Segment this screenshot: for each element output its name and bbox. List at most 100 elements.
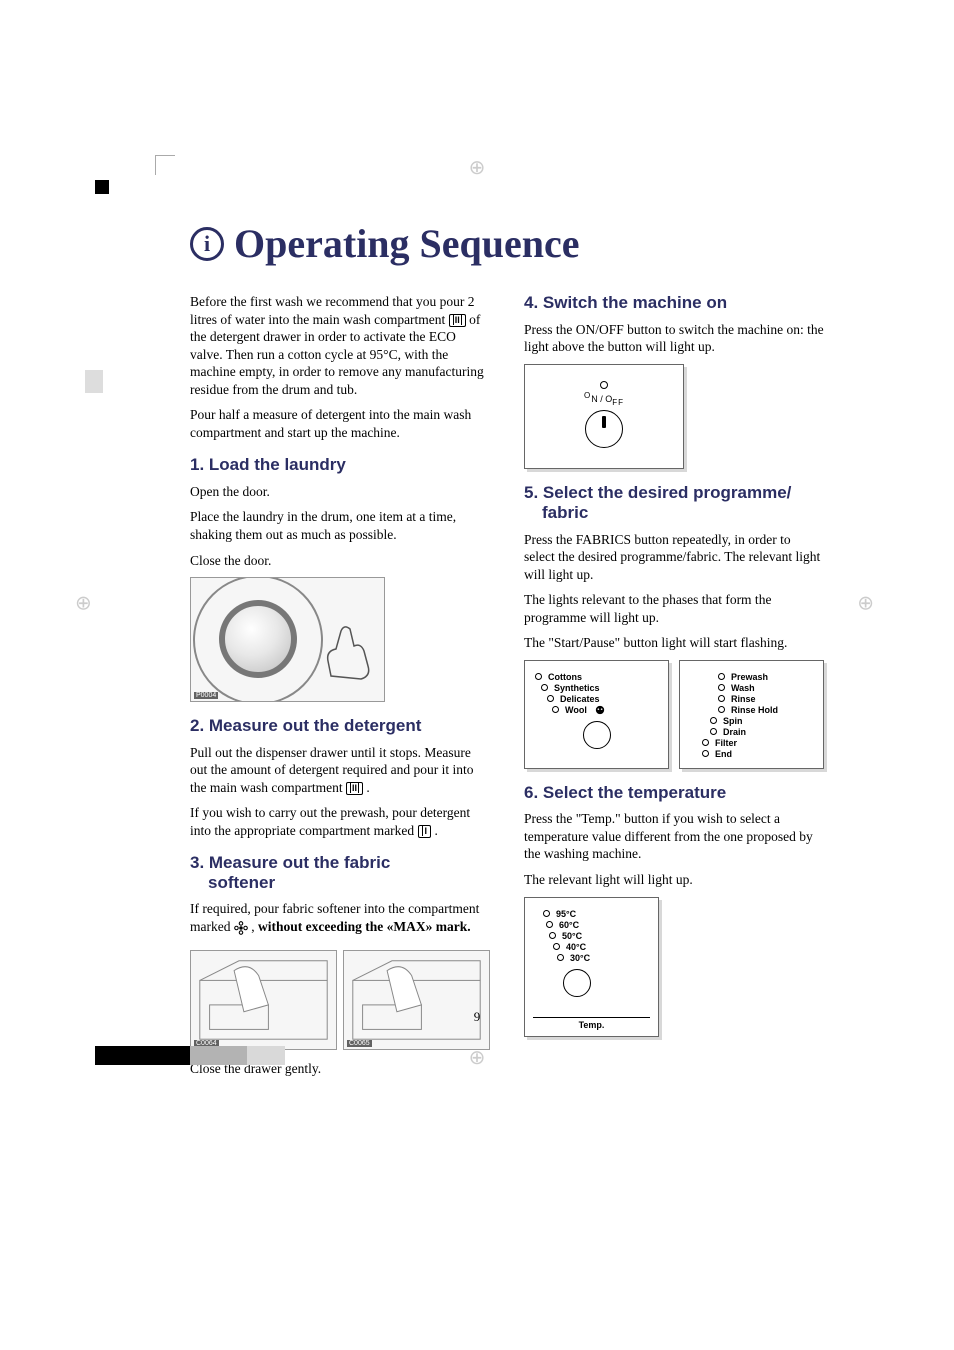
- s6-p1: Press the "Temp." button if you wish to …: [524, 810, 824, 863]
- temp-40: 40°C: [553, 942, 650, 952]
- phase-rinsehold-label: Rinse Hold: [731, 705, 778, 715]
- crop-mark-tl: [155, 155, 175, 175]
- column-right: 4. Switch the machine on Press the ON/OF…: [524, 293, 824, 1085]
- phase-drain-label: Drain: [723, 727, 746, 737]
- s5-p3: The "Start/Pause" button light will star…: [524, 634, 824, 652]
- temp-panel: 95°C 60°C 50°C 40°C 30°C Temp.: [524, 897, 659, 1037]
- s2-p2: If you wish to carry out the prewash, po…: [190, 804, 490, 839]
- page-number: 9: [474, 1009, 481, 1025]
- s6-p2: The relevant light will light up.: [524, 871, 824, 889]
- phase-end-label: End: [715, 749, 732, 759]
- s2-p1b: .: [366, 780, 369, 795]
- hand-icon: [326, 621, 376, 681]
- fabrics-panel: Cottons Synthetics Delicates Wool: [524, 660, 669, 769]
- s1-p1: Open the door.: [190, 483, 490, 501]
- fabric-cottons-label: Cottons: [548, 672, 582, 682]
- registration-mark-top: ⊕: [469, 155, 486, 180]
- s2-p1: Pull out the dispenser drawer until it s…: [190, 744, 490, 797]
- info-icon: i: [190, 227, 224, 261]
- temp-95-label: 95°C: [556, 909, 576, 919]
- fabric-cottons: Cottons: [535, 672, 658, 682]
- onoff-label: ON / OFF: [537, 391, 671, 407]
- s3-p1b: ,: [251, 919, 258, 934]
- fabrics-knob[interactable]: [583, 721, 611, 749]
- intro-p1a: Before the first wash we recommend that …: [190, 294, 475, 327]
- colorbar-swatch: [266, 1046, 285, 1065]
- temp-40-label: 40°C: [566, 942, 586, 952]
- phase-end: End: [702, 749, 813, 759]
- colorbar-swatch: [152, 1046, 171, 1065]
- registration-mark-left: ⊕: [75, 590, 92, 615]
- fabric-wool-label: Wool: [565, 705, 587, 715]
- phase-prewash-label: Prewash: [731, 672, 768, 682]
- colorbar-swatch: [247, 1046, 266, 1065]
- s1-p3: Close the door.: [190, 552, 490, 570]
- s2-p1a: Pull out the dispenser drawer until it s…: [190, 745, 474, 795]
- phase-wash-label: Wash: [731, 683, 755, 693]
- page-title: i Operating Sequence: [190, 220, 824, 267]
- door-illustration: P0004: [190, 577, 385, 702]
- content-columns: Before the first wash we recommend that …: [190, 293, 824, 1085]
- colorbar-swatch: [171, 1046, 190, 1065]
- phase-rinsehold: Rinse Hold: [718, 705, 813, 715]
- phase-filter-label: Filter: [715, 738, 737, 748]
- temp-50-label: 50°C: [562, 931, 582, 941]
- fabric-delicates: Delicates: [547, 694, 658, 704]
- drawer-svg-1: [191, 951, 336, 1049]
- drawer-svg-2: [344, 951, 489, 1049]
- phase-wash: Wash: [718, 683, 813, 693]
- title-text: Operating Sequence: [234, 220, 580, 267]
- wool-icon: [595, 705, 605, 715]
- colorbar-swatch: [133, 1046, 152, 1065]
- phase-drain: Drain: [710, 727, 813, 737]
- temp-50: 50°C: [549, 931, 650, 941]
- colorbar: [95, 1046, 285, 1065]
- s4-p1: Press the ON/OFF button to switch the ma…: [524, 321, 824, 356]
- compartment-main-icon: II: [449, 314, 466, 327]
- phase-spin: Spin: [710, 716, 813, 726]
- s3-p1c: without exceeding the «MAX» mark.: [258, 919, 471, 934]
- colorbar-swatch: [190, 1046, 209, 1065]
- section-5-title: 5. Select the desired programme/ fabric: [524, 483, 824, 522]
- s3-title-l1: 3. Measure out the fabric: [190, 853, 390, 872]
- s3-p1: If required, pour fabric softener into t…: [190, 900, 490, 935]
- section-3-title: 3. Measure out the fabric softener: [190, 853, 490, 892]
- trim-block-gray: [85, 370, 103, 393]
- compartment-prewash-label: I: [422, 826, 428, 836]
- column-left: Before the first wash we recommend that …: [190, 293, 490, 1085]
- temp-30: 30°C: [557, 953, 650, 963]
- registration-mark-right: ⊕: [857, 590, 874, 615]
- section-6-title: 6. Select the temperature: [524, 783, 824, 803]
- phase-rinse: Rinse: [718, 694, 813, 704]
- colorbar-swatch: [228, 1046, 247, 1065]
- section-1-title: 1. Load the laundry: [190, 455, 490, 475]
- compartment-main-label-2: II: [350, 783, 359, 793]
- temp-60: 60°C: [546, 920, 650, 930]
- temp-30-label: 30°C: [570, 953, 590, 963]
- drawer-img-2: C0065: [343, 950, 490, 1050]
- fabric-wool: Wool: [552, 705, 658, 715]
- fabric-delicates-label: Delicates: [560, 694, 600, 704]
- intro-p2: Pour half a measure of detergent into th…: [190, 406, 490, 441]
- flower-icon: [234, 921, 248, 935]
- compartment-prewash-icon: I: [418, 825, 432, 838]
- s1-p2: Place the laundry in the drum, one item …: [190, 508, 490, 543]
- s3-title-l2: softener: [190, 873, 490, 893]
- colorbar-swatch: [95, 1046, 114, 1065]
- onoff-panel: ON / OFF: [524, 364, 684, 470]
- s5-p2: The lights relevant to the phases that f…: [524, 591, 824, 626]
- drawer2-label: C0065: [347, 1040, 372, 1047]
- phase-filter: Filter: [702, 738, 813, 748]
- onoff-button[interactable]: [585, 410, 623, 448]
- fabric-synthetics: Synthetics: [541, 683, 658, 693]
- temp-knob[interactable]: [563, 969, 591, 997]
- s2-p2b: .: [434, 823, 437, 838]
- temp-60-label: 60°C: [559, 920, 579, 930]
- s5-title-l1: 5. Select the desired programme/: [524, 483, 791, 502]
- fabrics-panels: Cottons Synthetics Delicates Wool Prewas…: [524, 660, 824, 769]
- colorbar-swatch: [114, 1046, 133, 1065]
- section-4-title: 4. Switch the machine on: [524, 293, 824, 313]
- onoff-led: [600, 381, 608, 389]
- temp-footer: Temp.: [533, 1017, 650, 1030]
- phase-rinse-label: Rinse: [731, 694, 756, 704]
